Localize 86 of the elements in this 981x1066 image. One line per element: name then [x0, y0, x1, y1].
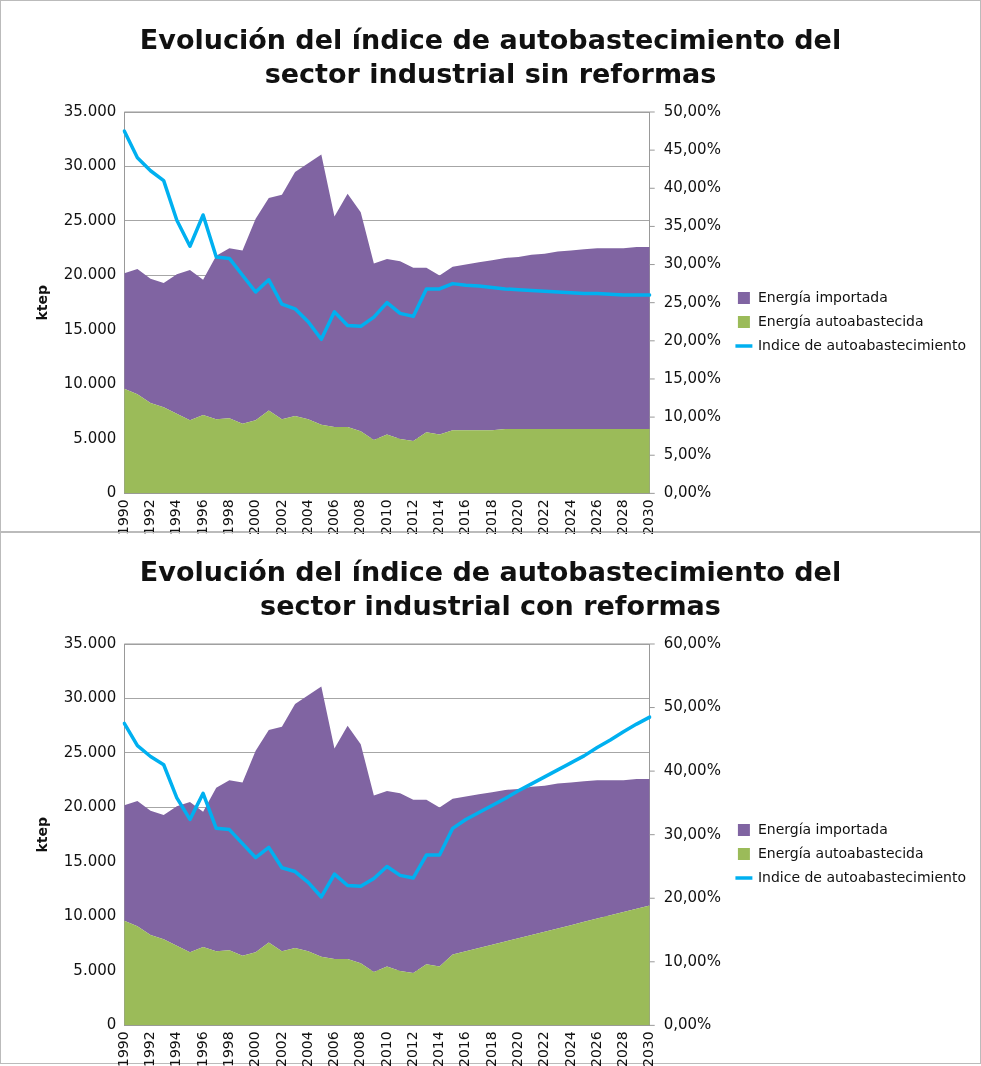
- x-tick-label: 1998: [220, 499, 237, 536]
- x-tick-label: 2012: [403, 499, 420, 536]
- x-tick-label: 1998: [220, 1031, 237, 1066]
- y2-tick-label: 60,00%: [663, 633, 721, 652]
- y-tick-label: 5.000: [73, 960, 117, 979]
- y2-tick-label: 50,00%: [663, 101, 721, 120]
- legend-label: Energía autoabastecida: [757, 312, 924, 329]
- x-tick-label: 2008: [351, 1031, 368, 1066]
- x-tick-label: 1990: [114, 499, 131, 536]
- x-tick-label: 1996: [193, 1031, 210, 1066]
- y-tick-label: 30.000: [63, 688, 117, 707]
- x-tick-label: 2030: [640, 499, 657, 536]
- x-tick-label: 2028: [614, 499, 631, 536]
- x-tick-label: 2022: [535, 1031, 552, 1066]
- y-tick-label: 35.000: [63, 101, 117, 120]
- y2-tick-label: 50,00%: [663, 697, 721, 716]
- y-tick-label: 15.000: [63, 851, 117, 870]
- y2-tick-label: 20,00%: [663, 888, 721, 907]
- y2-tick-label: 10,00%: [663, 951, 721, 970]
- x-tick-label: 2006: [325, 1031, 342, 1066]
- y2-tick-label: 35,00%: [663, 216, 721, 235]
- x-tick-label: 2016: [456, 499, 473, 536]
- x-tick-label: 1990: [114, 1031, 131, 1066]
- x-tick-label: 2028: [614, 1031, 631, 1066]
- x-tick-label: 2014: [430, 1031, 447, 1066]
- y-tick-label: 35.000: [63, 633, 117, 652]
- x-tick-label: 2004: [298, 499, 315, 536]
- y2-tick-label: 10,00%: [663, 406, 721, 425]
- x-tick-label: 2022: [535, 499, 552, 536]
- x-tick-label: 2016: [456, 1031, 473, 1066]
- x-tick-label: 2010: [377, 499, 394, 536]
- y-tick-label: 25.000: [63, 742, 117, 761]
- y2-tick-label: 40,00%: [663, 761, 721, 780]
- y-axis-title: ktep: [34, 284, 51, 321]
- y2-tick-label: 30,00%: [663, 254, 721, 273]
- x-tick-label: 2020: [509, 499, 525, 536]
- x-tick-label: 2026: [587, 1031, 604, 1066]
- y-tick-label: 20.000: [63, 265, 117, 284]
- y2-tick-label: 15,00%: [663, 368, 721, 387]
- legend-label: Energía importada: [757, 288, 888, 305]
- x-tick-label: 2000: [246, 499, 263, 536]
- y2-tick-label: 25,00%: [663, 292, 721, 311]
- x-tick-label: 2014: [430, 499, 447, 536]
- y-tick-label: 0: [106, 1015, 117, 1034]
- legend-label: Indice de autoabastecimiento: [757, 868, 966, 885]
- y-tick-label: 0: [106, 483, 117, 502]
- x-tick-label: 2000: [246, 1031, 263, 1066]
- chart-title: Evolución del índice de autobastecimiento del sector industrial con reformas: [139, 556, 842, 621]
- legend-label: Energía autoabastecida: [757, 844, 924, 861]
- legend-label: Indice de autoabastecimiento: [757, 336, 966, 353]
- x-tick-label: 2030: [640, 1031, 657, 1066]
- x-tick-label: 1996: [193, 499, 210, 536]
- y2-tick-label: 20,00%: [663, 330, 721, 349]
- x-tick-label: 1992: [141, 1031, 158, 1066]
- y-tick-label: 20.000: [63, 797, 117, 816]
- y-tick-label: 30.000: [63, 156, 117, 175]
- x-tick-label: 2024: [561, 499, 578, 536]
- y2-tick-label: 40,00%: [663, 178, 721, 197]
- x-tick-label: 2004: [298, 1031, 315, 1066]
- x-tick-label: 2006: [325, 499, 342, 536]
- x-tick-label: 1994: [167, 499, 184, 536]
- y2-tick-label: 45,00%: [663, 140, 721, 159]
- y-tick-label: 10.000: [63, 906, 117, 925]
- y2-tick-label: 0,00%: [663, 1015, 712, 1034]
- x-tick-label: 1994: [167, 1031, 184, 1066]
- x-tick-label: 2024: [561, 1031, 578, 1066]
- x-tick-label: 2018: [482, 1031, 499, 1066]
- x-tick-label: 2008: [351, 499, 368, 536]
- y2-tick-label: 0,00%: [663, 483, 712, 502]
- x-tick-label: 2002: [272, 499, 289, 536]
- x-tick-label: 1992: [141, 499, 158, 536]
- x-tick-label: 2002: [272, 1031, 289, 1066]
- y2-tick-label: 5,00%: [663, 445, 712, 464]
- x-tick-label: 2010: [377, 1031, 394, 1066]
- x-tick-label: 2012: [403, 1031, 420, 1066]
- legend-label: Energía importada: [757, 820, 888, 837]
- x-tick-label: 2018: [482, 499, 499, 536]
- y-tick-label: 5.000: [73, 428, 117, 447]
- y-tick-label: 10.000: [63, 374, 117, 393]
- x-tick-label: 2020: [509, 1031, 525, 1066]
- y-tick-label: 15.000: [63, 319, 117, 338]
- y2-tick-label: 30,00%: [663, 824, 721, 843]
- chart-title: Evolución del índice de autobastecimiento del sector industrial sin reformas: [138, 23, 843, 91]
- y-tick-label: 25.000: [63, 210, 117, 229]
- y-axis-title: ktep: [34, 816, 51, 853]
- x-tick-label: 2026: [587, 499, 604, 536]
